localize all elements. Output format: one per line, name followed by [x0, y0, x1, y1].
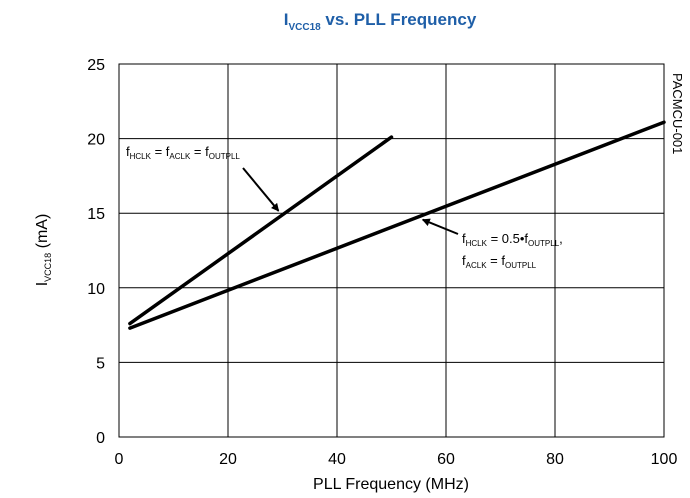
annotation-text: = f: [151, 144, 170, 159]
annotation-subscript: ACLK: [169, 152, 191, 161]
annotation-2-line-2: fACLK = fOUTPLL: [462, 253, 537, 270]
series-layer: [128, 120, 666, 330]
x-tick-label: 40: [328, 451, 346, 468]
y-tick-label: 0: [96, 430, 105, 447]
annotation-subscript: OUTPLL: [528, 239, 560, 248]
x-axis-label: PLL Frequency (MHz): [313, 476, 469, 493]
annotation-subscript: ACLK: [466, 261, 488, 270]
annotation-text: f: [462, 231, 466, 246]
annotation-text: = f: [487, 253, 506, 268]
chart-title-rest: vs. PLL Frequency: [321, 10, 477, 29]
y-tick-label: 25: [87, 57, 105, 74]
chart-title: IVCC18 vs. PLL Frequency: [284, 10, 477, 33]
figure-id-label: PACMCU-001: [670, 73, 685, 154]
annotation-subscript: HCLK: [466, 239, 488, 248]
chart-title-sub: VCC18: [288, 22, 321, 33]
y-tick-label: 10: [87, 281, 105, 298]
y-tick-label: 5: [96, 355, 105, 372]
y-tick-label: 15: [87, 206, 105, 223]
annotation-1-arrow: [242, 167, 280, 212]
tick-labels: 0 20 40 60 80 100 0 5 10 15 20 25: [87, 57, 677, 468]
annotation-subscript: HCLK: [130, 152, 152, 161]
annotation-subscript: OUTPLL: [505, 261, 537, 270]
y-axis-label-sub: VCC18: [43, 253, 53, 282]
annotation-text: ,: [559, 231, 563, 246]
annotation-2-arrow: [421, 218, 459, 235]
y-tick-label: 20: [87, 132, 105, 149]
x-tick-label: 20: [219, 451, 237, 468]
x-tick-label: 80: [546, 451, 564, 468]
annotation-text: = f: [190, 144, 209, 159]
annotation-text: = 0.5•f: [487, 231, 528, 246]
x-tick-label: 0: [115, 451, 124, 468]
annotation-1-line-1: fHCLK = fACLK = fOUTPLL: [126, 144, 240, 161]
y-axis-label-main: I: [34, 282, 51, 286]
series-line-2: [128, 120, 666, 330]
plot-frame: [118, 63, 665, 438]
grid-lines: [119, 64, 664, 437]
annotation-text: f: [462, 253, 466, 268]
x-tick-label: 60: [437, 451, 455, 468]
y-axis-label-rest: (mA): [34, 214, 51, 253]
annotation-text: f: [126, 144, 130, 159]
series-line-1: [128, 135, 394, 326]
annotation-2-line-1: fHCLK = 0.5•fOUTPLL,: [462, 231, 563, 248]
y-axis-label: IVCC18 (mA): [34, 214, 53, 287]
chart-title-main: I: [284, 10, 289, 29]
annotation-subscript: OUTPLL: [209, 152, 241, 161]
x-tick-label: 100: [651, 451, 678, 468]
